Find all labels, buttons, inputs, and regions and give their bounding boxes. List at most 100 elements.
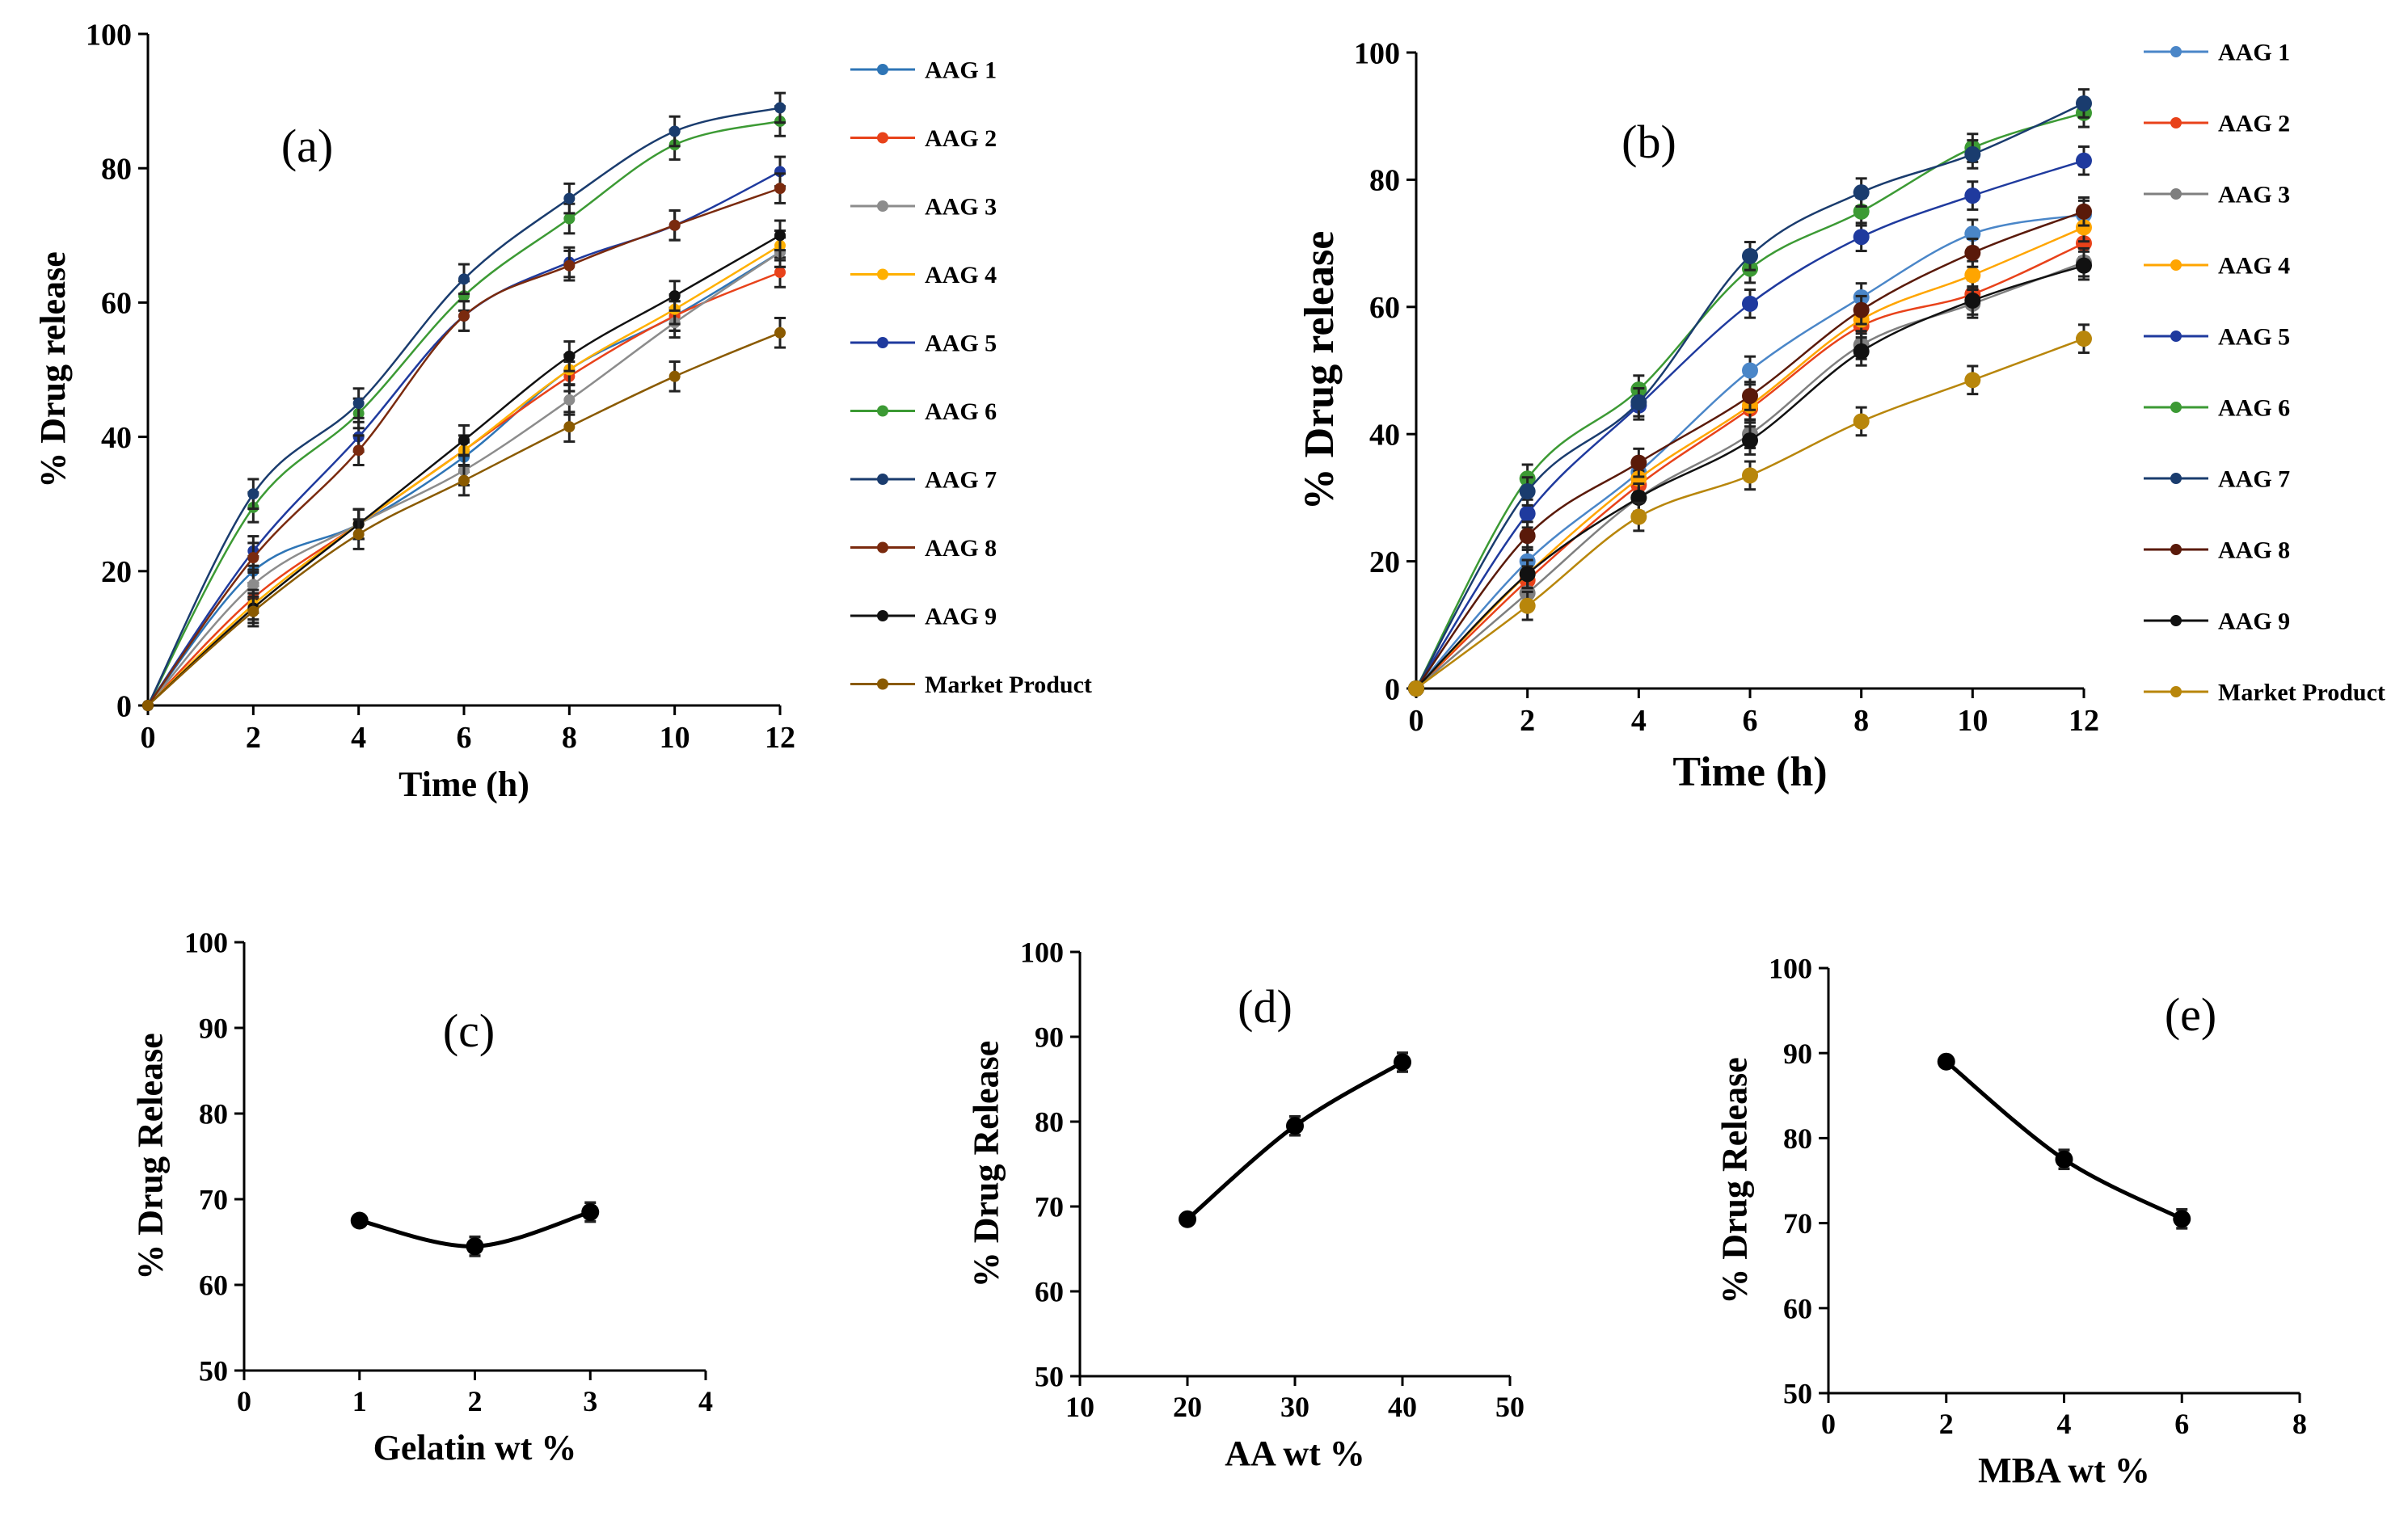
data-point xyxy=(774,229,786,242)
x-tick-label: 20 xyxy=(1173,1391,1202,1423)
data-point xyxy=(1937,1052,1955,1071)
data-point xyxy=(2055,1150,2073,1169)
x-tick-label: 2 xyxy=(468,1385,483,1417)
y-tick-label: 90 xyxy=(199,1013,228,1045)
y-tick-label: 60 xyxy=(199,1270,228,1302)
data-point xyxy=(247,552,259,564)
data-point xyxy=(1964,267,1981,284)
series-aag-8 xyxy=(1408,196,2092,697)
legend-entry-label: AAG 7 xyxy=(2218,466,2290,493)
panel-label: (e) xyxy=(2165,988,2216,1041)
legend-swatch-marker xyxy=(877,610,888,621)
data-point xyxy=(563,421,576,433)
x-tick-label: 8 xyxy=(1853,704,1869,738)
series-gelatin xyxy=(350,1201,600,1257)
data-point xyxy=(1179,1210,1196,1228)
y-tick-label: 100 xyxy=(1354,36,1400,70)
y-tick-label: 90 xyxy=(1783,1038,1812,1070)
data-point xyxy=(2076,257,2092,274)
legend: AAG 1 AAG 2 AAG 3 AAG 4 AAG 5 AAG 6 AAG 7 AAG 8… xyxy=(850,57,1092,698)
y-tick-label: 70 xyxy=(1783,1207,1812,1240)
data-point xyxy=(247,488,259,500)
data-point xyxy=(563,394,576,406)
data-point xyxy=(2076,203,2092,220)
data-point xyxy=(1408,680,1424,697)
x-tick-label: 0 xyxy=(141,721,156,755)
y-tick-label: 0 xyxy=(1385,672,1400,706)
data-point xyxy=(2076,219,2092,236)
y-tick-label: 60 xyxy=(101,287,132,321)
series-line xyxy=(1945,1059,2183,1221)
series-line xyxy=(147,331,781,706)
x-tick-label: 3 xyxy=(583,1385,597,1417)
data-point xyxy=(1742,387,1758,404)
series-aa xyxy=(1179,1051,1411,1228)
legend-entry-label: AAG 6 xyxy=(925,398,997,425)
legend-entry-label: Market Product xyxy=(2218,680,2385,706)
data-point xyxy=(1853,301,1870,318)
y-tick-label: 70 xyxy=(199,1184,228,1216)
y-axis-title: % Drug Release xyxy=(966,1041,1006,1288)
legend-swatch-marker xyxy=(877,678,888,690)
series-line xyxy=(1186,1060,1404,1221)
data-point xyxy=(2076,331,2092,347)
data-point xyxy=(2076,95,2092,112)
x-tick-label: 10 xyxy=(1065,1391,1094,1423)
data-point xyxy=(1519,597,1536,614)
x-axis-title: MBA wt % xyxy=(1978,1451,2150,1490)
legend-swatch-marker xyxy=(2170,615,2182,626)
data-point xyxy=(1964,187,1981,204)
data-point xyxy=(1630,454,1647,471)
data-point xyxy=(1742,295,1758,312)
x-axis-title: AA wt % xyxy=(1225,1434,1365,1473)
x-tick-label: 4 xyxy=(1631,704,1647,738)
legend-swatch-marker xyxy=(877,200,888,212)
data-point xyxy=(142,700,154,711)
legend-swatch-marker xyxy=(877,337,888,348)
data-point xyxy=(1630,508,1647,525)
data-point xyxy=(1286,1117,1304,1135)
data-point xyxy=(563,213,576,225)
data-point xyxy=(668,125,681,137)
y-tick-label: 70 xyxy=(1035,1191,1064,1223)
series-line xyxy=(146,107,781,706)
data-point xyxy=(458,310,470,322)
legend-swatch-marker xyxy=(877,474,888,485)
y-axis-title: % Drug release xyxy=(33,251,73,487)
y-axis-title: % Drug release xyxy=(1297,231,1343,511)
x-tick-label: 2 xyxy=(246,721,261,755)
data-point xyxy=(1519,566,1536,583)
series-aag-8 xyxy=(142,172,786,711)
legend-entry-label: AAG 2 xyxy=(925,125,997,152)
data-point xyxy=(668,370,681,382)
data-point xyxy=(774,326,786,339)
series-market-product xyxy=(1408,323,2092,697)
legend-entry-label: AAG 1 xyxy=(925,57,997,84)
chart-a: 0 20 40 60 80 100 0 2 4 6 8 10 12 Time (h) % Drug rele… xyxy=(33,18,1092,804)
y-tick-label: 80 xyxy=(1369,164,1400,198)
x-tick-label: 0 xyxy=(1409,704,1424,738)
legend-entry-label: AAG 1 xyxy=(2218,40,2290,66)
data-point xyxy=(1964,244,1981,261)
data-point xyxy=(581,1202,600,1221)
data-point xyxy=(1853,343,1870,360)
y-tick-label: 100 xyxy=(184,927,228,959)
legend-entry-label: AAG 3 xyxy=(925,194,997,221)
data-point xyxy=(1742,362,1758,379)
y-axis-title: % Drug Release xyxy=(1714,1057,1754,1304)
y-tick-label: 60 xyxy=(1783,1292,1812,1324)
legend-entry-label: AAG 4 xyxy=(2218,253,2290,280)
legend-swatch-marker xyxy=(2170,402,2182,413)
legend-entry-label: AAG 6 xyxy=(2218,395,2290,422)
data-point xyxy=(668,219,681,231)
legend-swatch-marker xyxy=(2170,331,2182,342)
legend-swatch-marker xyxy=(877,64,888,75)
data-point xyxy=(466,1237,484,1256)
data-point xyxy=(1742,432,1758,449)
data-point xyxy=(1964,292,1981,309)
legend-swatch-marker xyxy=(2170,686,2182,697)
y-tick-label: 50 xyxy=(1783,1378,1812,1410)
legend-swatch-marker xyxy=(877,132,888,144)
y-tick-label: 60 xyxy=(1369,291,1400,325)
legend-swatch-marker xyxy=(2170,473,2182,484)
